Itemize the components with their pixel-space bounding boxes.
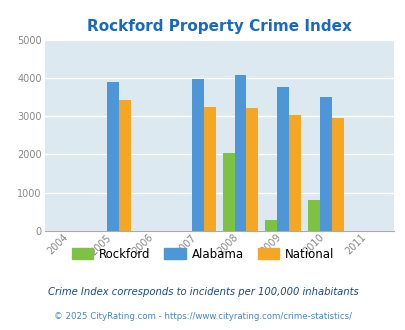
Bar	[222, 153, 234, 231]
Bar	[307, 200, 319, 231]
Bar	[264, 219, 277, 231]
Bar	[319, 97, 331, 231]
Bar	[331, 118, 343, 231]
Text: © 2025 CityRating.com - https://www.cityrating.com/crime-statistics/: © 2025 CityRating.com - https://www.city…	[54, 312, 351, 321]
Bar	[246, 108, 258, 231]
Bar	[234, 75, 246, 231]
Legend: Rockford, Alabama, National: Rockford, Alabama, National	[67, 243, 338, 265]
Text: Crime Index corresponds to incidents per 100,000 inhabitants: Crime Index corresponds to incidents per…	[47, 287, 358, 297]
Bar	[192, 80, 203, 231]
Title: Rockford Property Crime Index: Rockford Property Crime Index	[87, 19, 351, 34]
Bar	[288, 115, 300, 231]
Bar	[107, 82, 118, 231]
Bar	[277, 87, 288, 231]
Bar	[203, 107, 215, 231]
Bar	[118, 100, 130, 231]
